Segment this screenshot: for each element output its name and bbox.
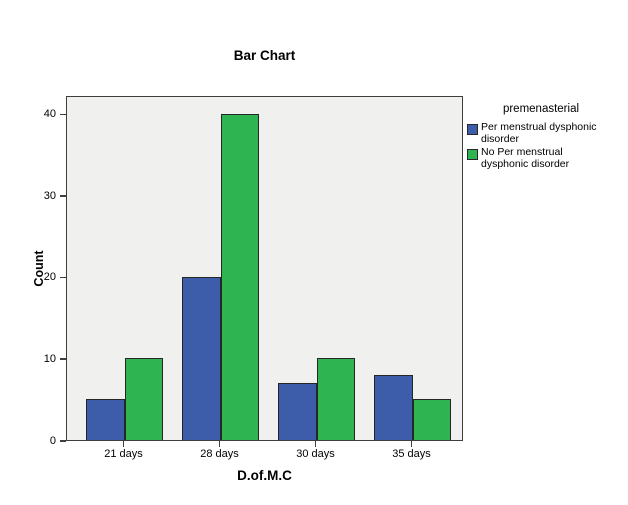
x-tick-label-30-days: 30 days — [296, 448, 335, 460]
bar-21-days-series-1 — [124, 358, 163, 440]
bar-35-days-series-0 — [374, 374, 413, 440]
y-tick-mark-20 — [60, 276, 66, 279]
bar-28-days-series-1 — [220, 113, 259, 440]
y-tick-label-0: 0 — [49, 434, 56, 447]
y-tick-mark-10 — [60, 358, 66, 360]
y-tick-mark-30 — [60, 195, 66, 197]
bar-group-21-days — [86, 97, 163, 440]
legend-label-0: Per menstrual dysphonic disorder — [481, 121, 597, 145]
bar-21-days-series-0 — [86, 399, 125, 440]
x-tick-mark-35-days — [410, 441, 413, 447]
legend-item-1: No Per menstrual dysphonic disorder — [467, 146, 625, 170]
y-tick-mark-40 — [60, 113, 66, 116]
y-tick-label-10: 10 — [43, 352, 56, 365]
bar-group-30-days — [278, 97, 355, 440]
bar-28-days-series-0 — [182, 276, 221, 440]
legend-swatch-0 — [467, 124, 478, 135]
y-tick-label-20: 20 — [43, 271, 56, 284]
bar-group-35-days — [374, 97, 451, 440]
legend-title: premenasterial — [502, 103, 580, 115]
x-tick-label-35-days: 35 days — [392, 448, 431, 460]
bar-30-days-series-0 — [278, 382, 317, 440]
x-tick-label-28-days: 28 days — [200, 448, 239, 460]
x-tick-mark-28-days — [218, 441, 221, 447]
legend-item-0: Per menstrual dysphonic disorder — [467, 121, 625, 145]
bar-35-days-series-1 — [412, 399, 451, 440]
y-tick-mark-0 — [60, 440, 66, 442]
y-axis-title: Count — [32, 250, 46, 287]
x-axis-title: D.of.M.C — [237, 468, 292, 483]
x-tick-label-21-days: 21 days — [104, 448, 143, 460]
bar-30-days-series-1 — [316, 358, 355, 440]
x-tick-mark-21-days — [122, 441, 125, 447]
bar-group-28-days — [182, 97, 259, 440]
plot-area — [66, 96, 463, 441]
x-tick-mark-30-days — [314, 441, 317, 447]
y-tick-label-40: 40 — [43, 108, 56, 121]
y-tick-label-30: 30 — [43, 189, 56, 202]
chart-title: Bar Chart — [233, 48, 296, 63]
legend: premenasterial Per menstrual dysphonic d… — [467, 103, 625, 172]
legend-swatch-1 — [467, 149, 478, 160]
legend-label-1: No Per menstrual dysphonic disorder — [481, 146, 570, 170]
legend-items: Per menstrual dysphonic disorder No Per m… — [467, 121, 625, 170]
